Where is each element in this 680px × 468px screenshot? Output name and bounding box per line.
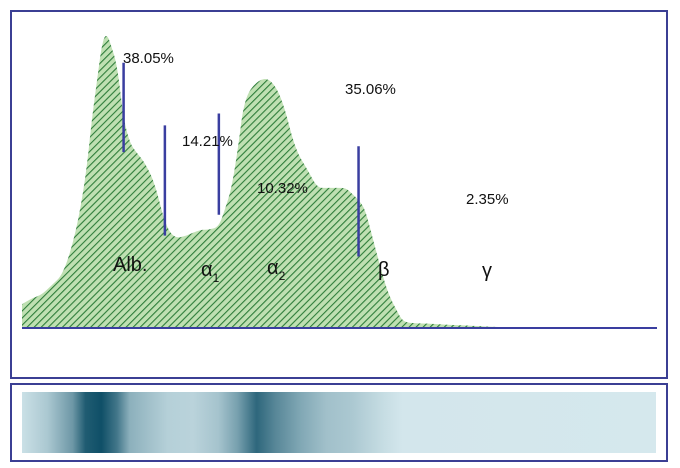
albumin-label: Alb. (113, 254, 147, 276)
gamma-label: γ (482, 260, 492, 282)
gamma-percent-label: 2.35% (466, 191, 509, 208)
beta-percent-label: 35.06% (345, 81, 396, 98)
alpha1-percent-label: 14.21% (182, 133, 233, 150)
gel-band-strip (22, 392, 656, 453)
beta-label: β (378, 259, 390, 281)
alpha1-label: α1 (201, 259, 220, 285)
densitometry-curve (22, 36, 657, 328)
alpha2-label: α2 (267, 257, 286, 283)
albumin-percent-label: 38.05% (123, 50, 174, 67)
alpha2-percent-label: 10.32% (257, 180, 308, 197)
fraction-dividers (122, 62, 360, 257)
